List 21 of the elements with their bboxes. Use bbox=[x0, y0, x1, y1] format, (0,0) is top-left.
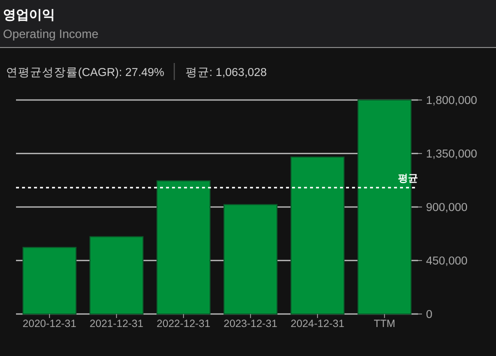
x-tick-label: 2022-12-31 bbox=[156, 318, 211, 330]
x-tick-label: 2020-12-31 bbox=[22, 318, 77, 330]
y-tick-label: 900,000 bbox=[426, 202, 468, 214]
x-tick-label: 2021-12-31 bbox=[90, 318, 144, 330]
x-tick-label: TTM bbox=[374, 318, 396, 330]
ref-line-label: 평균 bbox=[398, 174, 418, 185]
x-tick-label: 2023-12-31 bbox=[224, 318, 278, 330]
bar bbox=[290, 156, 344, 314]
chart-subtitle: Operating Income bbox=[3, 27, 99, 41]
y-tick-label: 1,350,000 bbox=[426, 148, 478, 160]
text: 평균: 1,063,028 bbox=[185, 67, 267, 79]
y-tick-label: 0 bbox=[426, 309, 432, 321]
chart-title: 영업이익 bbox=[3, 7, 55, 22]
bar bbox=[22, 246, 76, 314]
text: 연평균성장률(CAGR): 27.49% bbox=[6, 67, 164, 79]
bar bbox=[90, 236, 144, 314]
x-tick-label: 2024-12-31 bbox=[290, 318, 345, 330]
bar bbox=[156, 180, 210, 314]
bar bbox=[224, 204, 278, 314]
y-tick-label: 1,800,000 bbox=[426, 95, 478, 107]
y-tick-label: 450,000 bbox=[426, 256, 468, 268]
